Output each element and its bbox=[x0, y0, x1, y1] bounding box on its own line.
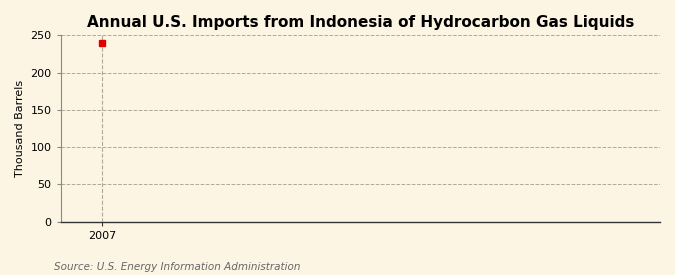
Title: Annual U.S. Imports from Indonesia of Hydrocarbon Gas Liquids: Annual U.S. Imports from Indonesia of Hy… bbox=[86, 15, 634, 30]
Text: Source: U.S. Energy Information Administration: Source: U.S. Energy Information Administ… bbox=[54, 262, 300, 271]
Y-axis label: Thousand Barrels: Thousand Barrels bbox=[15, 80, 25, 177]
